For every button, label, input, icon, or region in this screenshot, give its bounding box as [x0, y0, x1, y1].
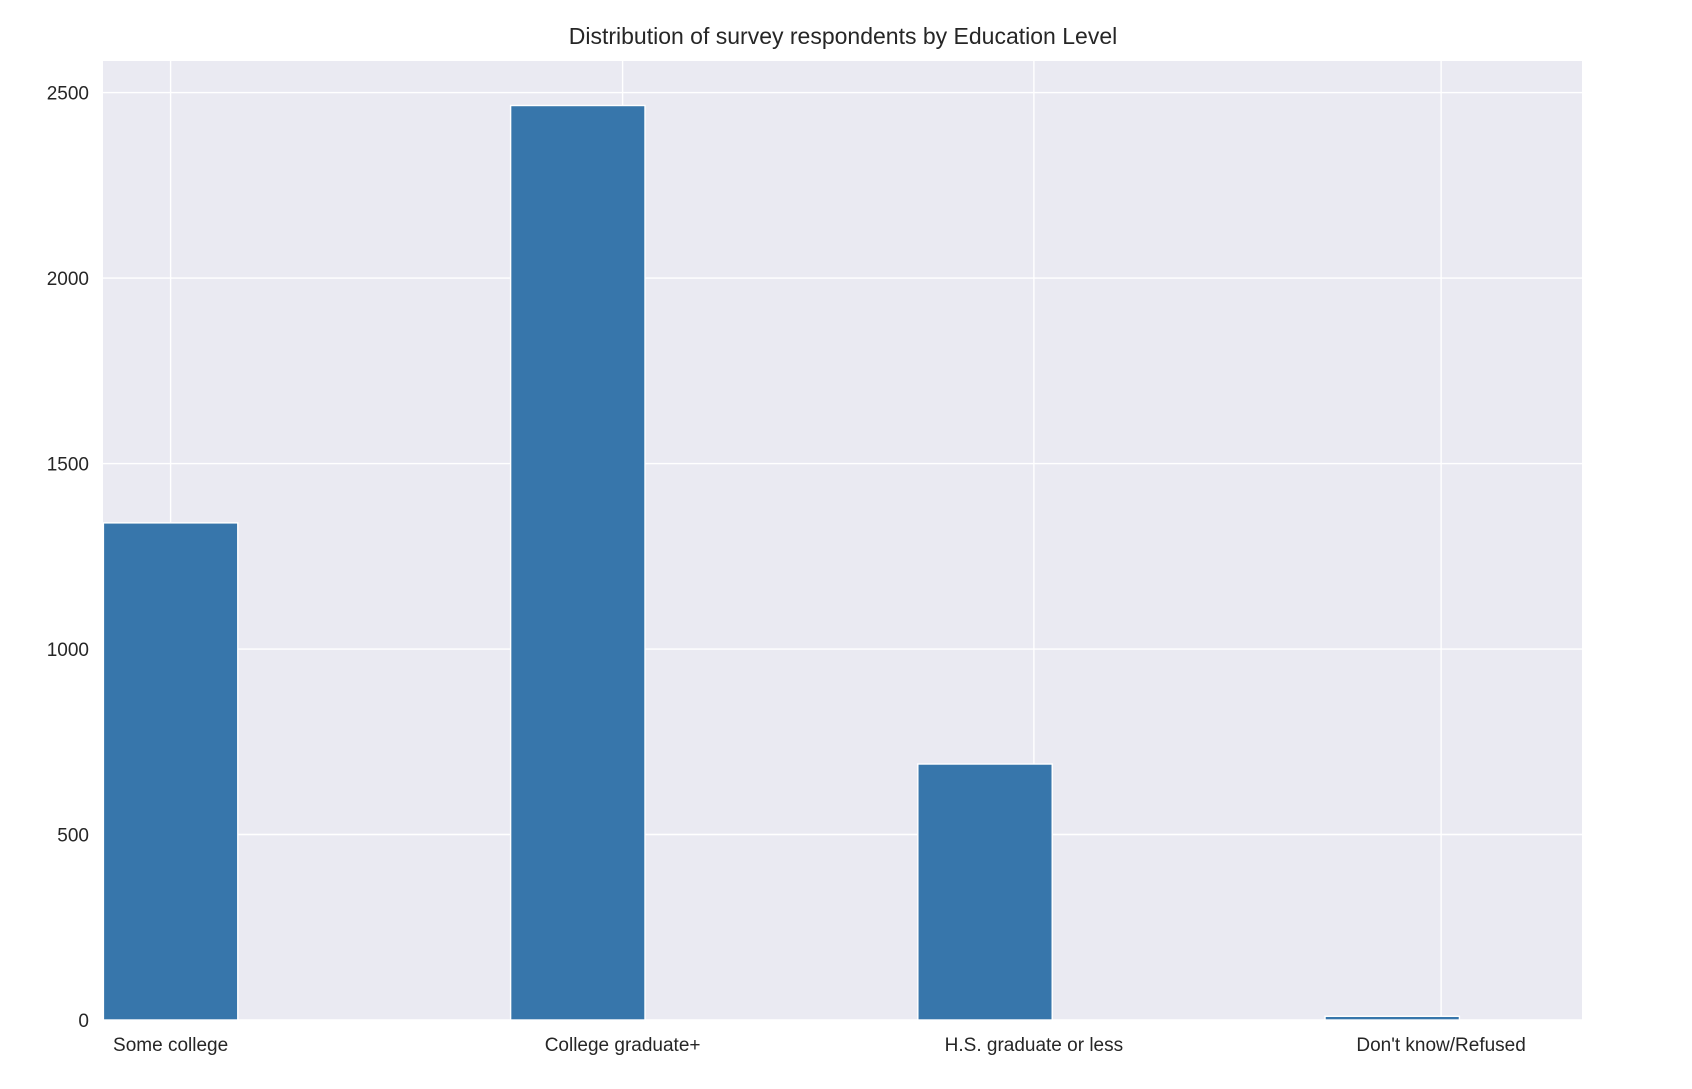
y-tick-label: 1000: [47, 640, 89, 661]
x-tick-label: College graduate+: [545, 1035, 701, 1056]
x-tick-label: H.S. graduate or less: [945, 1035, 1123, 1056]
bar: [917, 763, 1053, 1021]
y-tick-label: 0: [78, 1011, 89, 1032]
y-axis-ticks: 0 500 1000 1500 2000 2500: [47, 84, 89, 1032]
y-tick-label: 1500: [47, 455, 89, 476]
plot-area: [103, 61, 1582, 1020]
bar: [509, 104, 646, 1021]
x-tick-label: Don't know/Refused: [1356, 1035, 1525, 1056]
grid-lines: [103, 61, 1582, 1021]
y-tick-label: 500: [57, 826, 89, 847]
chart-title: Distribution of survey respondents by Ed…: [569, 23, 1117, 49]
bar: [102, 522, 239, 1021]
x-tick-label: Some college: [113, 1035, 228, 1056]
y-tick-label: 2000: [47, 269, 89, 290]
x-axis-ticks: Some college College graduate+ H.S. gradua…: [113, 1035, 1526, 1056]
bar: [1324, 1015, 1461, 1021]
y-tick-label: 2500: [47, 84, 89, 105]
bars: [102, 104, 1461, 1021]
